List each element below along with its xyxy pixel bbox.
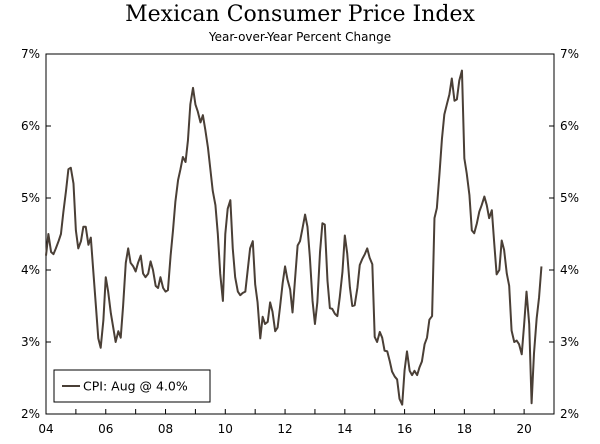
y-tick-label-right: 4% xyxy=(560,263,579,277)
y-tick-label-left: 5% xyxy=(21,191,40,205)
x-tick-label: 06 xyxy=(98,422,113,436)
x-tick-label: 20 xyxy=(516,422,531,436)
x-tick-label: 08 xyxy=(158,422,173,436)
y-tick-label-left: 6% xyxy=(21,119,40,133)
x-tick-label: 16 xyxy=(397,422,412,436)
y-tick-label-left: 7% xyxy=(21,47,40,61)
legend: CPI: Aug @ 4.0% xyxy=(53,369,211,403)
left-y-ticks: 2% 3% 4% 5% 6% 7% xyxy=(21,47,51,421)
y-tick-label-right: 6% xyxy=(560,119,579,133)
x-tick-label: 14 xyxy=(337,422,352,436)
y-tick-label-left: 4% xyxy=(21,263,40,277)
y-tick-label-left: 2% xyxy=(21,407,40,421)
x-tick-label: 04 xyxy=(38,422,53,436)
y-tick-label-right: 3% xyxy=(560,335,579,349)
chart-subtitle: Year-over-Year Percent Change xyxy=(208,30,392,44)
chart-title: Mexican Consumer Price Index xyxy=(125,2,475,27)
y-tick-label-left: 3% xyxy=(21,335,40,349)
right-y-ticks: 2% 3% 4% 5% 6% 7% xyxy=(549,47,579,421)
x-tick-label: 18 xyxy=(457,422,472,436)
x-tick-label: 12 xyxy=(277,422,292,436)
plot-frame xyxy=(45,53,555,415)
cpi-series-line xyxy=(45,69,543,406)
y-tick-label-right: 7% xyxy=(560,47,579,61)
y-tick-label-right: 5% xyxy=(560,191,579,205)
x-tick-label: 10 xyxy=(218,422,233,436)
x-ticks: 04 06 08 10 12 14 16 18 20 xyxy=(38,409,555,436)
legend-entry: CPI: Aug @ 4.0% xyxy=(83,379,188,394)
y-tick-label-right: 2% xyxy=(560,407,579,421)
